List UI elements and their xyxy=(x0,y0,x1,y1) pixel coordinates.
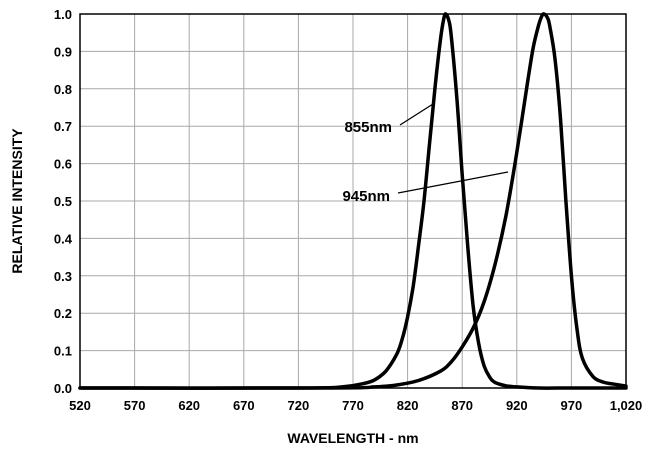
x-tick-label: 870 xyxy=(451,398,473,413)
y-tick-label: 0.6 xyxy=(54,157,72,172)
x-tick-label: 920 xyxy=(506,398,528,413)
x-tick-label: 620 xyxy=(178,398,200,413)
y-tick-label: 0.2 xyxy=(54,306,72,321)
x-tick-label: 520 xyxy=(69,398,91,413)
y-axis-title: RELATIVE INTENSITY xyxy=(9,128,25,274)
x-tick-label: 770 xyxy=(342,398,364,413)
series-line-855nm xyxy=(78,12,628,390)
x-tick-label: 570 xyxy=(124,398,146,413)
y-tick-label: 0.9 xyxy=(54,44,72,59)
grid-lines xyxy=(80,14,626,388)
annotation-945nm: 945nm xyxy=(342,188,390,205)
x-axis-title: WAVELENGTH - nm xyxy=(287,430,418,446)
annotation-leader-945nm xyxy=(397,171,509,194)
y-tick-label: 1.0 xyxy=(54,7,72,22)
annotations: 855nm 945nm xyxy=(342,103,509,205)
y-tick-label: 0.3 xyxy=(54,269,72,284)
series-line-945nm xyxy=(78,12,628,390)
annotation-leader-855nm xyxy=(399,103,434,126)
y-tick-label: 0.7 xyxy=(54,119,72,134)
y-tick-label: 0.5 xyxy=(54,194,72,209)
x-tick-label: 820 xyxy=(397,398,419,413)
y-tick-label: 0.8 xyxy=(54,82,72,97)
x-tick-label: 1,020 xyxy=(610,398,643,413)
y-tick-label: 0.4 xyxy=(54,231,73,246)
y-tick-label: 0.0 xyxy=(54,381,72,396)
x-tick-label: 720 xyxy=(288,398,310,413)
annotation-855nm: 855nm xyxy=(344,119,392,136)
x-tick-label: 670 xyxy=(233,398,255,413)
y-tick-labels: 0.0 0.1 0.2 0.3 0.4 0.5 0.6 0.7 0.8 0.9 1.0 xyxy=(54,7,73,396)
x-tick-label: 970 xyxy=(561,398,583,413)
series-curves xyxy=(78,12,628,390)
x-tick-labels: 520 570 620 670 720 770 820 870 920 970 1,020 xyxy=(69,398,642,413)
y-tick-label: 0.1 xyxy=(54,344,72,359)
